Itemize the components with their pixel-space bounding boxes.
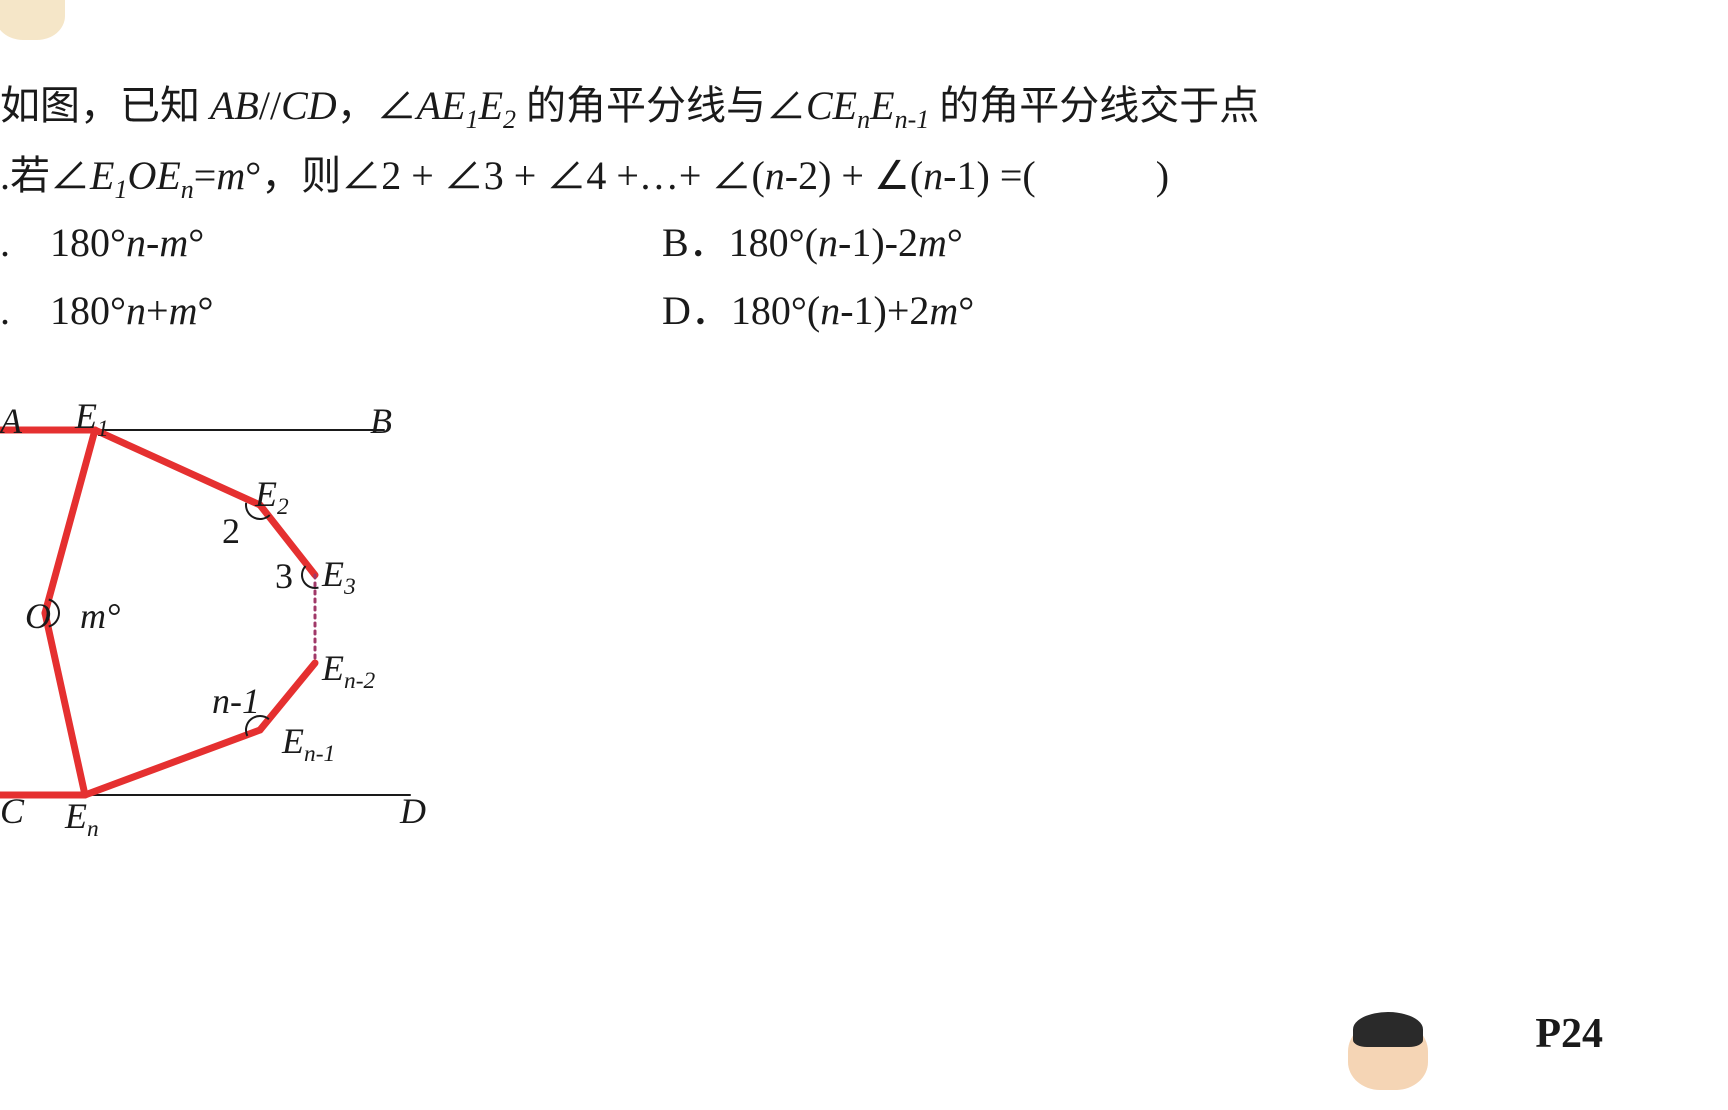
var-m: m <box>159 220 188 265</box>
var-n: n <box>818 220 838 265</box>
label-E3: E3 <box>322 553 356 601</box>
prefix: B．180°( <box>662 220 818 265</box>
var-m: m <box>918 220 947 265</box>
label-angle-n-1: n-1 <box>212 680 260 722</box>
deg: ° <box>188 220 204 265</box>
var-m: m <box>929 288 958 333</box>
text: 如图，已知 <box>0 83 210 128</box>
label-D: D <box>400 790 426 832</box>
sub-n: n <box>181 175 194 204</box>
text: 的角平分线交于点 <box>929 83 1259 128</box>
parallel-symbol: // <box>259 83 281 128</box>
text: 的角平分线与∠ <box>516 83 806 128</box>
problem-line-1: 如图，已知 AB//CD，∠AE1E2 的角平分线与∠CEnEn-1 的角平分线… <box>0 78 1259 138</box>
text: .若∠ <box>0 153 90 198</box>
deg: ° <box>197 288 213 333</box>
option-a: . 180°n-m° <box>0 210 204 268</box>
geometry-figure: A E1 B E2 2 E3 3 En-2 n-1 En-1 C En D O … <box>0 395 440 835</box>
option-c: . 180°n+m° <box>0 278 213 336</box>
var-n: n <box>923 153 943 198</box>
figure-svg <box>0 395 440 835</box>
deg: ° <box>958 288 974 333</box>
var-n: n <box>765 153 785 198</box>
sub-1: 1 <box>466 105 479 134</box>
problem-line-2: .若∠E1OEn=m°，则∠2 + ∠3 + ∠4 +…+ ∠(n-2) + ∠… <box>0 148 1169 208</box>
label-E1: E1 <box>75 395 109 443</box>
var-CE: CE <box>806 83 857 128</box>
label-E2: E2 <box>255 473 289 521</box>
prefix: . 180° <box>0 220 126 265</box>
sub-n-1: n-1 <box>895 105 930 134</box>
mid: -1)+2 <box>840 288 929 333</box>
var-E: E <box>90 153 114 198</box>
var-n: n <box>820 288 840 333</box>
sub-1: 1 <box>114 175 127 204</box>
label-A: A <box>0 400 22 442</box>
var-E: E <box>870 83 894 128</box>
label-m-degrees: m° <box>80 595 120 637</box>
label-B: B <box>370 400 392 442</box>
var-E: E <box>479 83 503 128</box>
label-En: En <box>65 795 99 843</box>
var-n: n <box>126 220 146 265</box>
var-AB: AB <box>210 83 259 128</box>
label-C: C <box>0 790 24 832</box>
text: -2) + ∠( <box>785 153 923 198</box>
prefix: . 180° <box>0 288 126 333</box>
label-O: O <box>25 595 51 637</box>
label-En-1: En-1 <box>282 720 335 768</box>
var-OE: OE <box>127 153 180 198</box>
var-m: m <box>169 288 198 333</box>
prefix: D．180°( <box>662 288 820 333</box>
text: °，则∠2 + ∠3 + ∠4 +…+ ∠( <box>245 153 765 198</box>
var-n: n <box>126 288 146 333</box>
deg: ° <box>947 220 963 265</box>
sub-2: 2 <box>503 105 516 134</box>
sub-n: n <box>857 105 870 134</box>
plus: + <box>146 288 169 333</box>
var-AE: AE <box>417 83 466 128</box>
avatar-top-decoration <box>0 0 65 40</box>
text: -1) =( ) <box>943 153 1169 198</box>
label-angle-2: 2 <box>222 510 240 552</box>
page-number: P24 <box>1535 1010 1603 1058</box>
var-m: m <box>216 153 245 198</box>
option-d: D．180°(n-1)+2m° <box>662 278 974 336</box>
avatar-bottom-decoration <box>1348 1020 1468 1110</box>
var-CD: CD <box>281 83 337 128</box>
label-En-2: En-2 <box>322 647 375 695</box>
minus: - <box>146 220 159 265</box>
eq: = <box>194 153 217 198</box>
mid: -1)-2 <box>838 220 918 265</box>
label-angle-3: 3 <box>275 555 293 597</box>
text: ，∠ <box>337 83 417 128</box>
option-b: B．180°(n-1)-2m° <box>662 210 963 268</box>
